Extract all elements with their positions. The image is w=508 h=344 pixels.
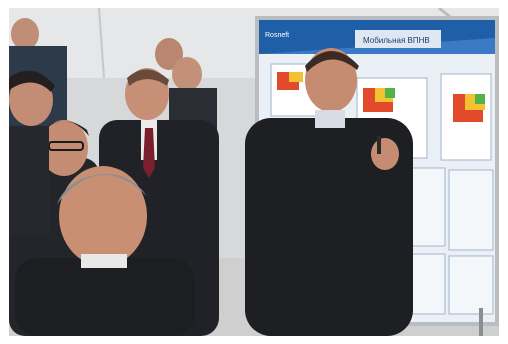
poster-panel — [448, 169, 494, 251]
pen-icon — [377, 136, 381, 154]
poster-brand: Rosneft — [265, 32, 289, 39]
poster-panel — [448, 255, 494, 315]
person-foreground-bald — [15, 166, 195, 336]
person-left-edge — [9, 70, 55, 236]
poster-heatmap — [289, 72, 303, 82]
poster-heatmap — [385, 88, 395, 98]
poster-title: Мобильная ВПНВ — [363, 36, 430, 45]
poster-title-box — [355, 30, 441, 48]
poster-heatmap — [475, 94, 485, 104]
person-speaker — [245, 48, 413, 336]
tent-rod — [98, 8, 105, 79]
photo: Rosneft Мобильная ВПНВ — [9, 8, 499, 336]
poster-stand-leg — [479, 308, 483, 336]
